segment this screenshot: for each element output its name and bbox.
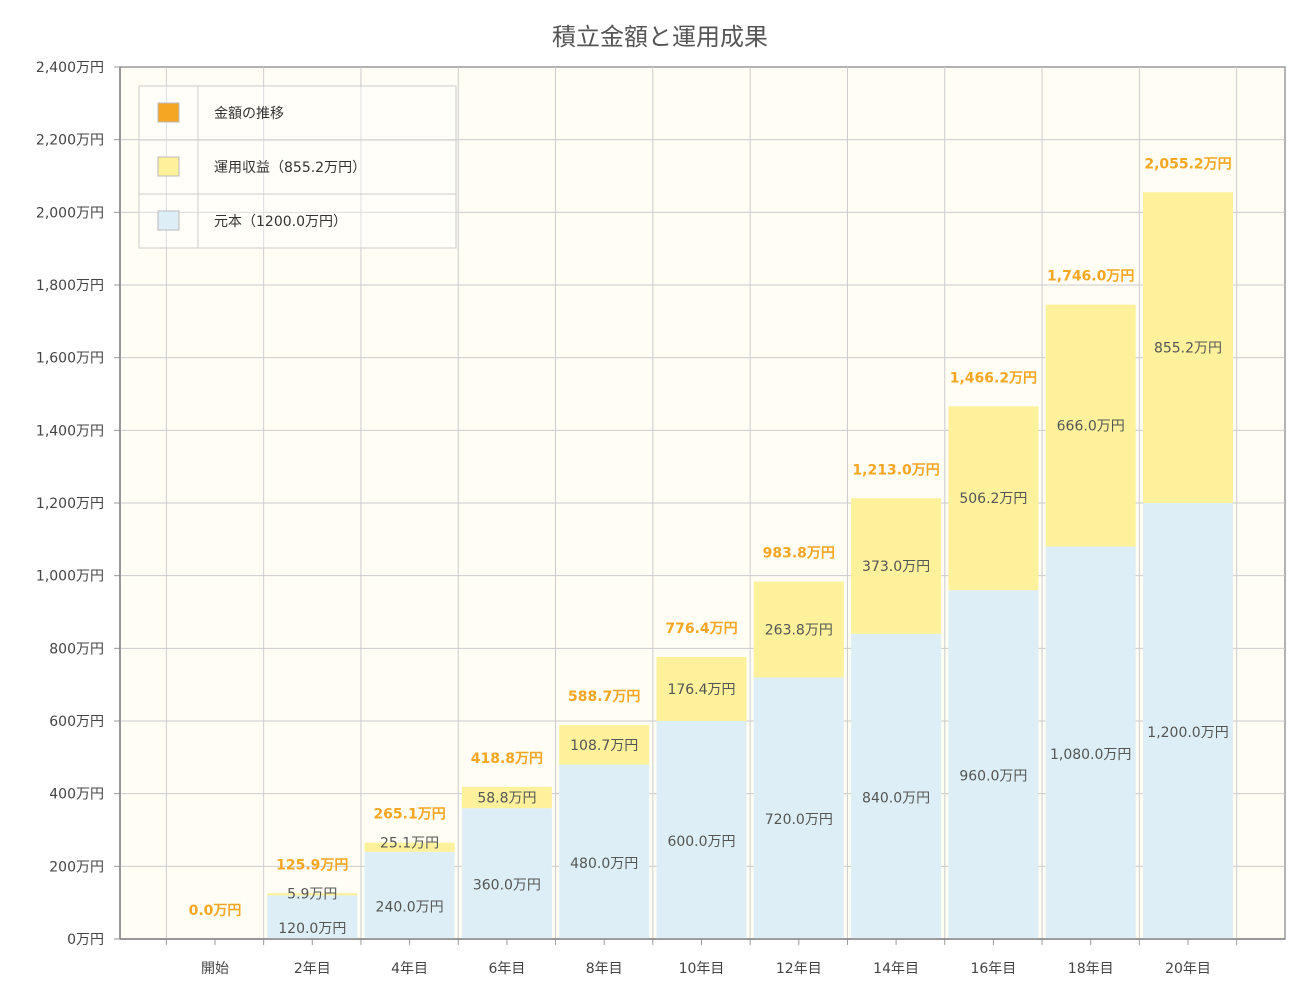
legend-swatch-profit: [157, 156, 180, 177]
data-label-principal: 960.0万円: [959, 769, 1027, 785]
data-label-profit: 25.1万円: [380, 836, 439, 852]
legend-label-principal[interactable]: 元本（1200.0万円）: [214, 214, 347, 230]
data-label-profit: 855.2万円: [1154, 341, 1222, 357]
bar-principal: [851, 633, 942, 939]
bar-principal: [267, 895, 358, 939]
data-label-total: 418.8万円: [471, 751, 543, 767]
y-tick-label: 2,400万円: [36, 60, 104, 76]
chart-title: 積立金額と運用成果: [552, 23, 768, 51]
bar-profit: [851, 498, 942, 634]
bar-principal: [948, 590, 1039, 939]
data-label-total: 588.7万円: [568, 689, 640, 705]
data-label-total: 983.8万円: [763, 546, 835, 562]
legend-swatch-totals: [157, 102, 180, 123]
bar-profit: [948, 406, 1039, 591]
data-label-total: 0.0万円: [189, 903, 242, 919]
bar-principal: [656, 721, 747, 939]
data-label-principal: 120.0万円: [278, 921, 346, 937]
data-label-principal: 600.0万円: [667, 834, 735, 850]
y-tick-label: 1,400万円: [36, 423, 104, 439]
y-tick-label: 800万円: [49, 641, 104, 657]
data-label-profit: 263.8万円: [765, 622, 833, 638]
bar-series: [267, 192, 1233, 939]
y-tick-label: 0万円: [67, 932, 104, 948]
data-labels: 0.0万円 120.0万円 5.9万円 125.9万円 240.0万円 25.1万円 265…: [189, 156, 1232, 937]
y-tick-label: 200万円: [49, 859, 104, 875]
x-axis: 開始 2年目 4年目 6年目 8年目 10年目 12年目 14年目 16年目 18年目 20年目: [120, 938, 1285, 977]
data-label-principal: 360.0万円: [473, 878, 541, 894]
data-label-profit: 506.2万円: [959, 491, 1027, 507]
data-label-profit: 58.8万円: [477, 791, 536, 807]
data-label-principal: 240.0万円: [376, 899, 444, 915]
x-tick-label: 20年目: [1165, 961, 1211, 977]
legend-box: [138, 85, 457, 249]
bar-profit: [267, 893, 358, 896]
y-tick-label: 1,800万円: [36, 278, 104, 294]
legend-label-totals[interactable]: 金額の推移: [214, 106, 284, 122]
y-tick-label: 1,000万円: [36, 569, 104, 585]
legend-label-profit[interactable]: 運用収益（855.2万円）: [214, 160, 366, 176]
data-label-total: 776.4万円: [665, 621, 737, 637]
data-label-total: 1,746.0万円: [1047, 269, 1134, 285]
data-label-principal: 840.0万円: [862, 790, 930, 806]
y-tick-label: 1,600万円: [36, 351, 104, 367]
y-tick-label: 2,000万円: [36, 205, 104, 221]
bar-principal: [559, 764, 650, 939]
data-label-total: 1,466.2万円: [950, 370, 1037, 386]
data-label-principal: 480.0万円: [570, 856, 638, 872]
bar-profit: [1143, 192, 1233, 503]
x-tick-label: 4年目: [391, 961, 428, 977]
data-label-profit: 666.0万円: [1057, 419, 1125, 435]
x-tick-label: 開始: [201, 961, 229, 977]
data-label-principal: 1,200.0万円: [1147, 725, 1228, 741]
legend-swatch-principal: [157, 210, 180, 231]
bar-profit: [559, 725, 650, 765]
y-axis: 0万円 200万円 400万円 600万円 800万円 1,000万円 1,200万円 1,4…: [36, 60, 121, 948]
data-label-principal: 1,080.0万円: [1050, 747, 1131, 763]
data-label-total: 2,055.2万円: [1144, 156, 1231, 172]
x-tick-label: 16年目: [970, 961, 1016, 977]
data-label-total: 265.1万円: [373, 807, 445, 823]
data-label-total: 1,213.0万円: [852, 462, 939, 478]
x-tick-label: 14年目: [873, 961, 919, 977]
bar-principal: [1143, 503, 1233, 939]
x-tick-label: 6年目: [488, 961, 525, 977]
data-label-profit: 5.9万円: [287, 886, 337, 902]
x-tick-label: 12年目: [776, 961, 822, 977]
y-tick-label: 2,200万円: [36, 133, 104, 149]
bar-principal: [753, 677, 844, 939]
data-label-total: 125.9万円: [276, 857, 348, 873]
x-tick-label: 8年目: [586, 961, 623, 977]
bar-principal: [1045, 546, 1136, 939]
bar-principal: [364, 851, 455, 939]
data-label-profit: 108.7万円: [570, 738, 638, 754]
bar-profit: [364, 842, 455, 852]
bar-profit: [461, 786, 552, 809]
bar-profit: [656, 656, 747, 721]
bar-principal: [461, 808, 552, 939]
y-tick-label: 1,200万円: [36, 496, 104, 512]
y-tick-label: 600万円: [49, 714, 104, 730]
x-tick-label: 10年目: [679, 961, 725, 977]
data-label-profit: 176.4万円: [667, 682, 735, 698]
data-label-profit: 373.0万円: [862, 559, 930, 575]
x-tick-label: 18年目: [1068, 961, 1114, 977]
x-tick-label: 2年目: [294, 961, 331, 977]
data-label-principal: 720.0万円: [765, 812, 833, 828]
bar-profit: [753, 581, 844, 678]
y-tick-label: 400万円: [49, 787, 104, 803]
bar-profit: [1045, 304, 1136, 547]
legend[interactable]: 金額の推移 運用収益（855.2万円） 元本（1200.0万円）: [138, 85, 457, 249]
